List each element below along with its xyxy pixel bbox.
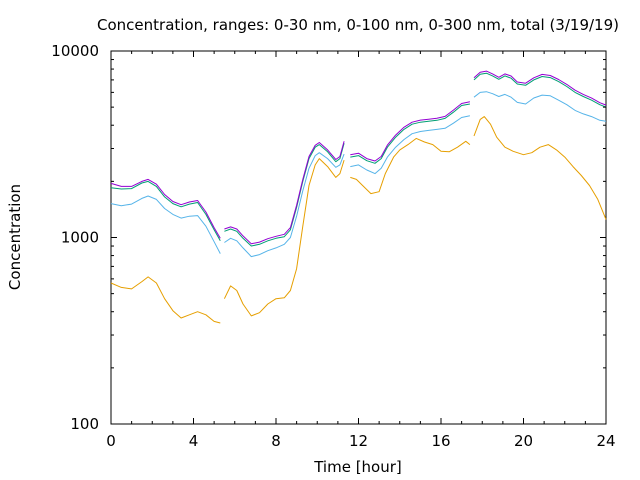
y-tick-label: 100 (70, 415, 99, 433)
y-tick-label: 1000 (61, 229, 99, 247)
series-0-segment-0-line (110, 276, 221, 324)
tick-labels-layer: 0 4 8 12 16 20 24 100 1000 10000 (51, 42, 615, 450)
series-1-segment-0-line (110, 195, 221, 254)
series-1-segment-2-line (350, 115, 471, 175)
series-3-segment-2-line (350, 101, 471, 162)
series-3-segment-1-line (224, 141, 345, 245)
series-3-segment-0-line (110, 178, 221, 239)
series-0-segment-1-line (223, 158, 345, 317)
plot-area-frame (110, 50, 607, 425)
x-tick-label: 8 (271, 432, 281, 450)
y-tick-label: 10000 (51, 42, 99, 60)
series-0-segment-3-line (473, 116, 607, 220)
x-tick-label: 16 (431, 432, 450, 450)
series-3-segment-3-line (473, 70, 607, 106)
x-tick-label: 4 (189, 432, 199, 450)
x-tick-label: 0 (106, 432, 116, 450)
series-0-segment-2-line (350, 137, 471, 195)
series-2-segment-3-line (473, 72, 607, 108)
x-tick-label: 20 (514, 432, 533, 450)
chart-title: Concentration, ranges: 0-30 nm, 0-100 nm… (97, 16, 619, 34)
x-tick-label: 24 (596, 432, 615, 450)
x-tick-label: 12 (349, 432, 368, 450)
series-1-segment-1-line (224, 152, 345, 258)
series-layer (110, 70, 607, 324)
x-axis-label: Time [hour] (313, 458, 402, 476)
y-axis-label: Concentration (6, 184, 24, 290)
series-2-segment-2-line (350, 103, 470, 164)
series-1-segment-3-line (473, 91, 607, 122)
series-2-segment-1-line (224, 143, 345, 247)
series-2-segment-0-line (110, 180, 221, 242)
ticks-layer (110, 50, 607, 425)
